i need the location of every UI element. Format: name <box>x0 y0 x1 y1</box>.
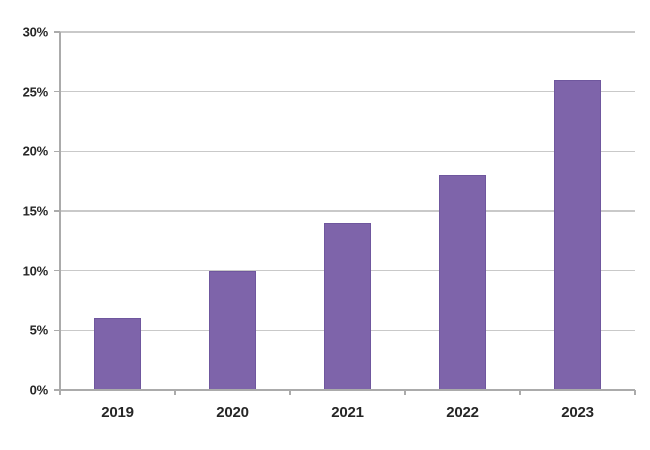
bar-2020 <box>209 270 256 390</box>
x-axis-tick <box>404 390 406 395</box>
gridline <box>60 90 635 93</box>
y-axis-line <box>59 32 61 390</box>
x-axis-tick <box>289 390 291 395</box>
x-axis-tick-label: 2020 <box>216 404 249 421</box>
x-axis-tick <box>174 390 176 395</box>
y-axis-tick-label: 0% <box>29 382 49 398</box>
y-axis-tick-label: 20% <box>22 143 49 159</box>
x-axis-tick <box>519 390 521 395</box>
x-axis-tick-label: 2023 <box>561 404 594 421</box>
y-axis-tick-label: 25% <box>22 84 49 100</box>
bar-2022 <box>439 175 486 390</box>
y-axis-tick <box>54 269 60 272</box>
x-axis-tick <box>634 390 636 395</box>
y-axis-tick <box>54 31 60 33</box>
y-axis-tick-label: 15% <box>22 203 49 219</box>
x-axis-tick-label: 2022 <box>446 404 479 421</box>
y-axis-tick-label: 10% <box>22 263 49 279</box>
x-axis-tick-label: 2019 <box>101 404 134 421</box>
gridline <box>60 150 635 153</box>
x-axis-line <box>54 389 635 391</box>
y-axis-tick-label: 5% <box>29 322 49 338</box>
y-axis-tick <box>54 150 60 153</box>
y-axis-tick <box>54 90 60 93</box>
bar-2019 <box>94 318 141 390</box>
gridline <box>60 31 635 33</box>
bar-2023 <box>554 79 601 390</box>
gridline <box>60 210 635 212</box>
x-axis-tick-label: 2021 <box>331 404 364 421</box>
x-axis-tick <box>59 390 61 395</box>
y-axis-tick <box>54 210 60 212</box>
bar-2021 <box>324 222 371 390</box>
y-axis-tick-label: 30% <box>22 24 49 40</box>
y-axis-tick <box>54 329 60 332</box>
